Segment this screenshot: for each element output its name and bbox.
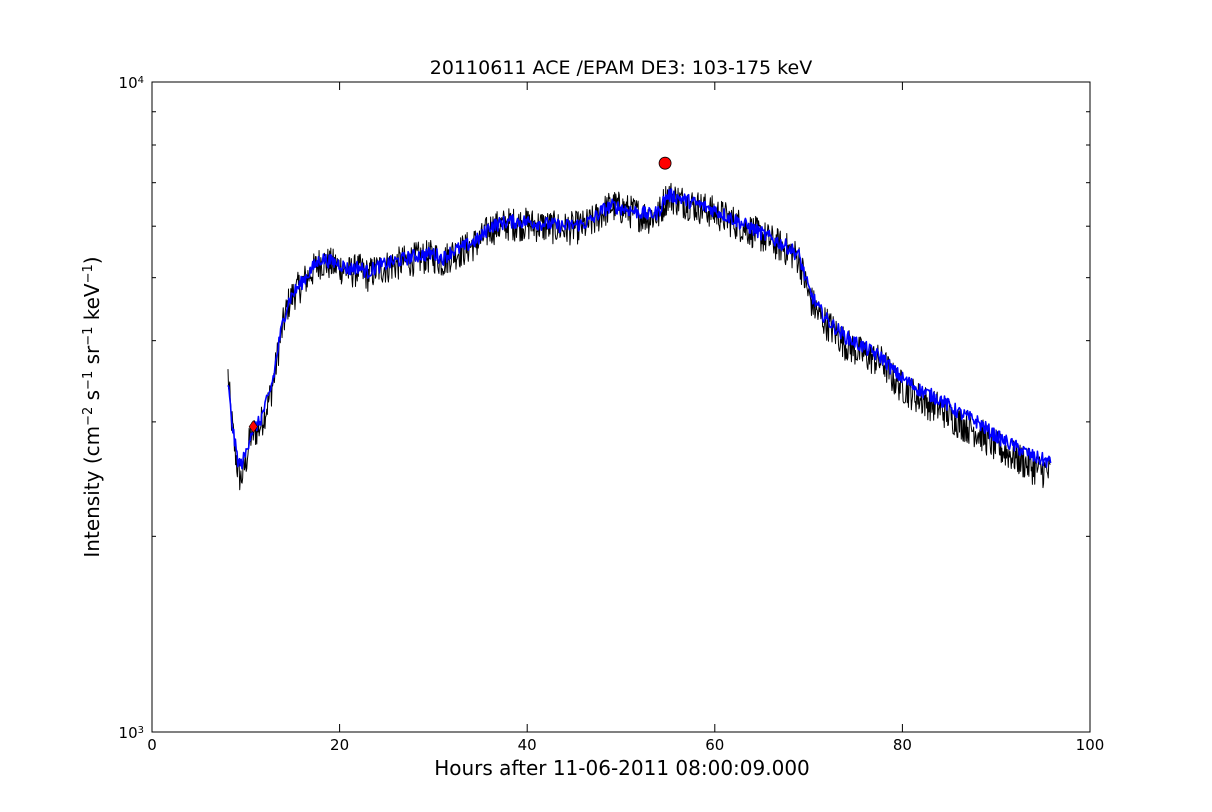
y-axis-label-suffix: ) xyxy=(80,256,104,264)
y-tick-label: 103 xyxy=(119,724,144,742)
y-axis-label-sup2: −1 xyxy=(81,371,96,390)
marker-circle xyxy=(658,156,672,170)
x-tick-label: 40 xyxy=(518,736,537,754)
y-axis-label: Intensity (cm−2 s−1 sr−1 keV−1) xyxy=(80,256,104,557)
x-tick-label: 80 xyxy=(893,736,912,754)
axes-frame xyxy=(151,81,1091,733)
x-tick-label: 0 xyxy=(147,736,157,754)
y-axis-label-mid1: s xyxy=(80,390,104,407)
marker-diamond xyxy=(248,420,258,434)
y-axis-label-mid3: keV xyxy=(80,283,104,327)
marker-layer xyxy=(248,156,672,434)
chart-title: 20110611 ACE /EPAM DE3: 103-175 keV xyxy=(430,57,812,79)
series-line-smoothed xyxy=(227,188,1052,470)
tick-layer: 0 20 40 60 80 100 103 104 xyxy=(119,74,1105,754)
plot-area xyxy=(227,156,1052,491)
y-axis-label-sup1: −2 xyxy=(81,407,96,426)
y-axis-label-sup3: −1 xyxy=(81,327,96,346)
x-tick-label: 100 xyxy=(1076,736,1105,754)
series-layer xyxy=(227,182,1052,491)
x-tick-label: 20 xyxy=(330,736,349,754)
y-tick-label: 104 xyxy=(119,74,144,92)
y-axis-label-mid2: sr xyxy=(80,345,104,371)
y-axis-label-sup4: −1 xyxy=(81,264,96,283)
x-axis-label: Hours after 11-06-2011 08:00:09.000 xyxy=(434,756,810,780)
x-tick-label: 60 xyxy=(705,736,724,754)
y-axis-label-prefix: Intensity (cm xyxy=(80,426,104,558)
